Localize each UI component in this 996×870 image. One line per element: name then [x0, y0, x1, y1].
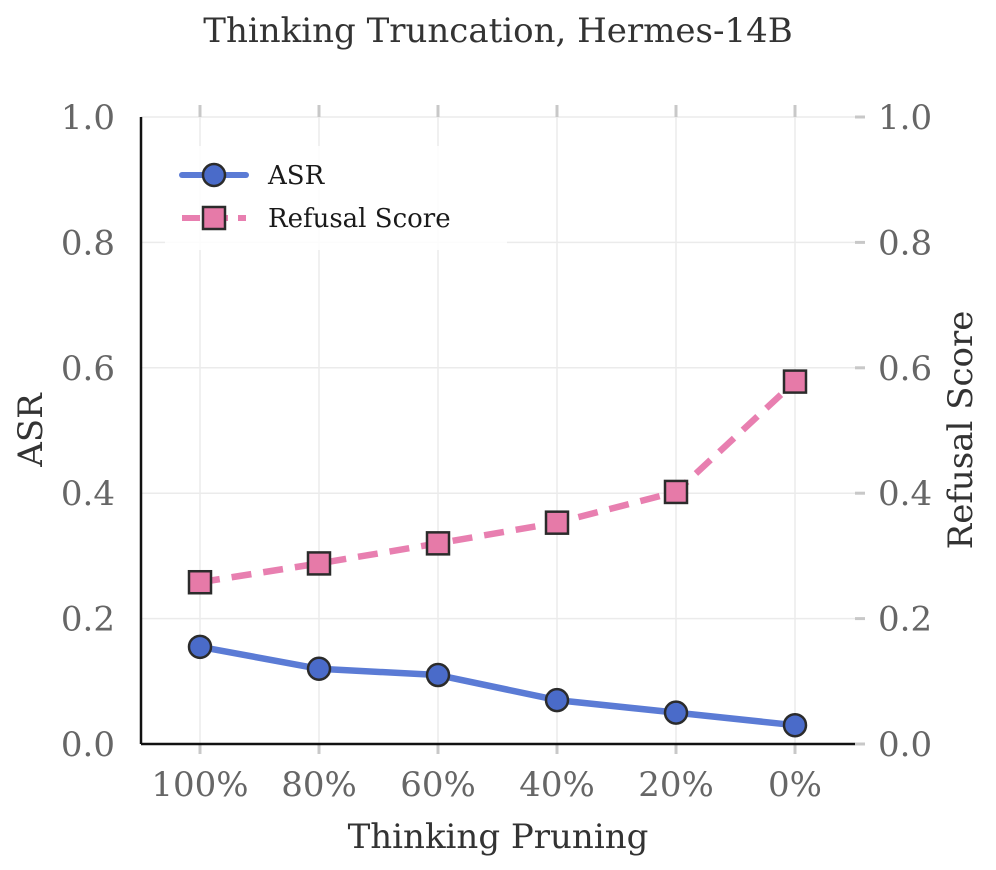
legend: ASR Refusal Score: [165, 146, 507, 250]
data-point-refusal-score: [544, 510, 570, 535]
y2-tick-label: 0.0: [878, 725, 932, 765]
legend-background: [165, 146, 507, 250]
series-line-refusal-score: [199, 379, 798, 586]
y-tick-label: 0.4: [61, 474, 115, 514]
data-point-refusal-score: [187, 569, 213, 595]
x-tick-label: 80%: [281, 765, 357, 805]
data-point-refusal-score: [663, 479, 689, 505]
data-point-refusal-score: [425, 531, 451, 556]
data-point-asr: [187, 634, 213, 660]
series-line-asr: [196, 643, 799, 729]
x-tick-labels: 100% 80% 60% 40% 20% 0%: [151, 765, 822, 805]
legend-refusal-label: Refusal Score: [268, 204, 451, 234]
y2-tick-label: 0.8: [878, 223, 932, 263]
y2-tick-label: 0.6: [878, 349, 932, 389]
series-refusal-score: [187, 369, 808, 595]
y2-tick-label: 0.4: [878, 474, 932, 514]
x-tick-label: 20%: [638, 765, 714, 805]
x-axis-label: Thinking Pruning: [348, 817, 649, 857]
legend-asr-marker: [201, 162, 227, 188]
x-tick-label: 0%: [768, 765, 822, 805]
data-point-asr: [544, 687, 570, 713]
y2-tick-labels: 0.0 0.2 0.4 0.6 0.8 1.0: [878, 98, 932, 765]
series-asr: [187, 634, 808, 738]
data-point-refusal-score: [306, 551, 332, 576]
y2-tick-label: 1.0: [878, 98, 932, 138]
data-point-asr: [782, 712, 808, 738]
y-tick-label: 0.8: [61, 223, 115, 263]
tick-marks: [198, 105, 865, 754]
x-tick-label: 60%: [400, 765, 476, 805]
legend-refusal-marker: [201, 205, 227, 231]
y-tick-labels: 0.0 0.2 0.4 0.6 0.8 1.0: [61, 98, 115, 765]
chart-title: Thinking Truncation, Hermes-14B: [203, 11, 792, 51]
x-tick-label: 100%: [151, 765, 248, 805]
y-axis-label: ASR: [11, 392, 51, 468]
data-point-asr: [425, 662, 451, 688]
data-point-asr: [663, 700, 689, 725]
y-tick-label: 0.6: [61, 349, 115, 389]
y-tick-label: 0.0: [61, 725, 115, 765]
y2-axis-label: Refusal Score: [941, 311, 981, 550]
y-tick-label: 1.0: [61, 98, 115, 138]
series-layer: [187, 369, 808, 738]
y2-tick-label: 0.2: [878, 600, 932, 640]
legend-asr-label: ASR: [267, 161, 326, 191]
data-point-asr: [306, 656, 332, 682]
y-tick-label: 0.2: [61, 600, 115, 640]
x-tick-label: 40%: [519, 765, 595, 805]
data-point-refusal-score: [782, 369, 808, 394]
